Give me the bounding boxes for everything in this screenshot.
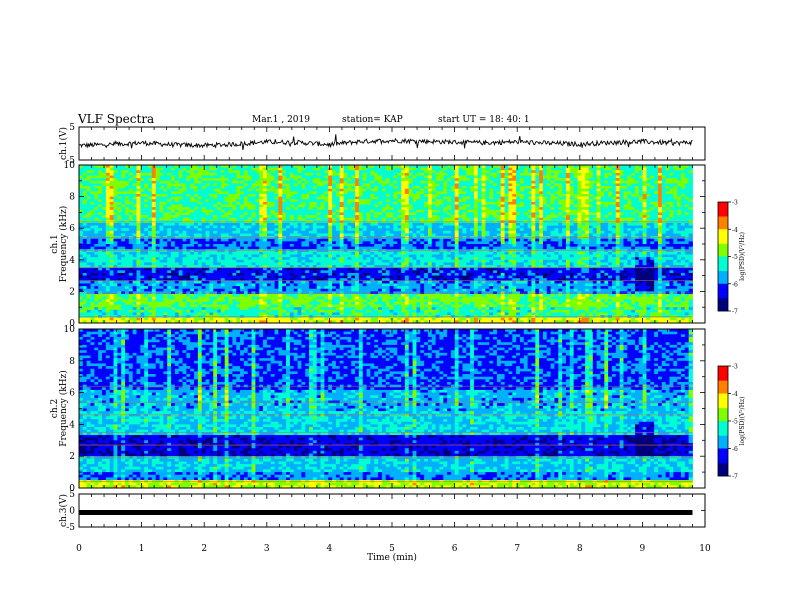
- ch2-spectrogram-colorbar-tick-label: -3: [732, 364, 738, 371]
- ch1-spectrogram-colorbar-tick-label: -4: [732, 227, 738, 234]
- ch1-spectrogram-cells: [79, 165, 693, 323]
- ch1-spectrogram-ytick-label: 2: [69, 287, 75, 297]
- ch2-spectrogram-ylabel-2: Frequency (kHz): [58, 370, 69, 447]
- xtick-label: 2: [201, 544, 207, 554]
- ch2-spectrogram-colorbar-tick-label: -6: [732, 446, 738, 453]
- ch1-spectrogram-colorbar-tick-label: -6: [732, 281, 738, 288]
- ch2-spectrogram-ytick-label: 10: [64, 325, 76, 335]
- vlf-figure: 5-5ch.1(V)0246810ch.1 Frequency (kHz)-3-4…: [0, 0, 792, 612]
- xtick-label: 3: [264, 544, 270, 554]
- ch2-spectrogram-ytick-label: 4: [69, 420, 75, 430]
- ch1-spectrogram-ylabel-2: Frequency (kHz): [58, 206, 69, 283]
- xtick-label: 9: [640, 544, 646, 554]
- ch3-waveform-ytick-label: 5: [69, 490, 75, 500]
- ch1-waveform-ylabel: ch.1(V): [58, 127, 69, 160]
- xtick-label: 1: [139, 544, 145, 554]
- xtick-label: 10: [699, 544, 711, 554]
- ch2-spectrogram-colorbar-tick-label: -7: [732, 474, 738, 481]
- ch2-spectrogram-colorbar-label: log(PSD)(V²/Hz): [739, 397, 746, 446]
- xtick-label: 7: [514, 544, 520, 554]
- ch2-spectrogram-ytick-label: 8: [69, 357, 75, 367]
- ch3-waveform-ytick-label: 0: [69, 507, 75, 517]
- ch1-spectrogram-colorbar-label: log(PSD)(V²/Hz): [739, 232, 746, 281]
- ch2-spectrogram-ytick-label: 6: [69, 389, 75, 399]
- x-axis-label: Time (min): [367, 552, 417, 563]
- xtick-label: 8: [577, 544, 583, 554]
- ch2-spectrogram-cells: [79, 329, 693, 488]
- ch1-spectrogram-colorbar-tick-label: -3: [732, 200, 738, 207]
- ch2-spectrogram-colorbar: -3 -4 -5 -6 -7 log(PSD)(V²/Hz): [718, 364, 746, 481]
- ch2-spectrogram-ytick-label: 2: [69, 452, 75, 462]
- ch1-spectrogram-ytick-label: 8: [69, 193, 75, 203]
- ch1-spectrogram-colorbar-tick-label: -7: [732, 309, 738, 316]
- ch1-spectrogram-ytick-label: 4: [69, 256, 75, 266]
- ch1-spectrogram-colorbar: -3 -4 -5 -6 -7 log(PSD)(V²/Hz): [718, 200, 746, 316]
- ch1-waveform-ytick-label: 5: [69, 123, 75, 133]
- ch2-spectrogram-colorbar-tick-label: -4: [732, 391, 738, 398]
- ch1-spectrogram-ytick-label: 6: [69, 224, 75, 234]
- ch2-spectrogram-colorbar-tick-label: -5: [732, 419, 738, 426]
- ch1-spectrogram-ytick-label: 10: [64, 161, 76, 171]
- xtick-label: 6: [452, 544, 458, 554]
- xtick-label: 0: [76, 544, 82, 554]
- ch1-spectrogram-colorbar-tick-label: -5: [732, 254, 738, 261]
- ch3-waveform-ylabel: ch.3(V): [58, 494, 69, 527]
- xtick-label: 4: [327, 544, 333, 554]
- ch1-waveform-panel: 5-5ch.1(V): [58, 123, 705, 166]
